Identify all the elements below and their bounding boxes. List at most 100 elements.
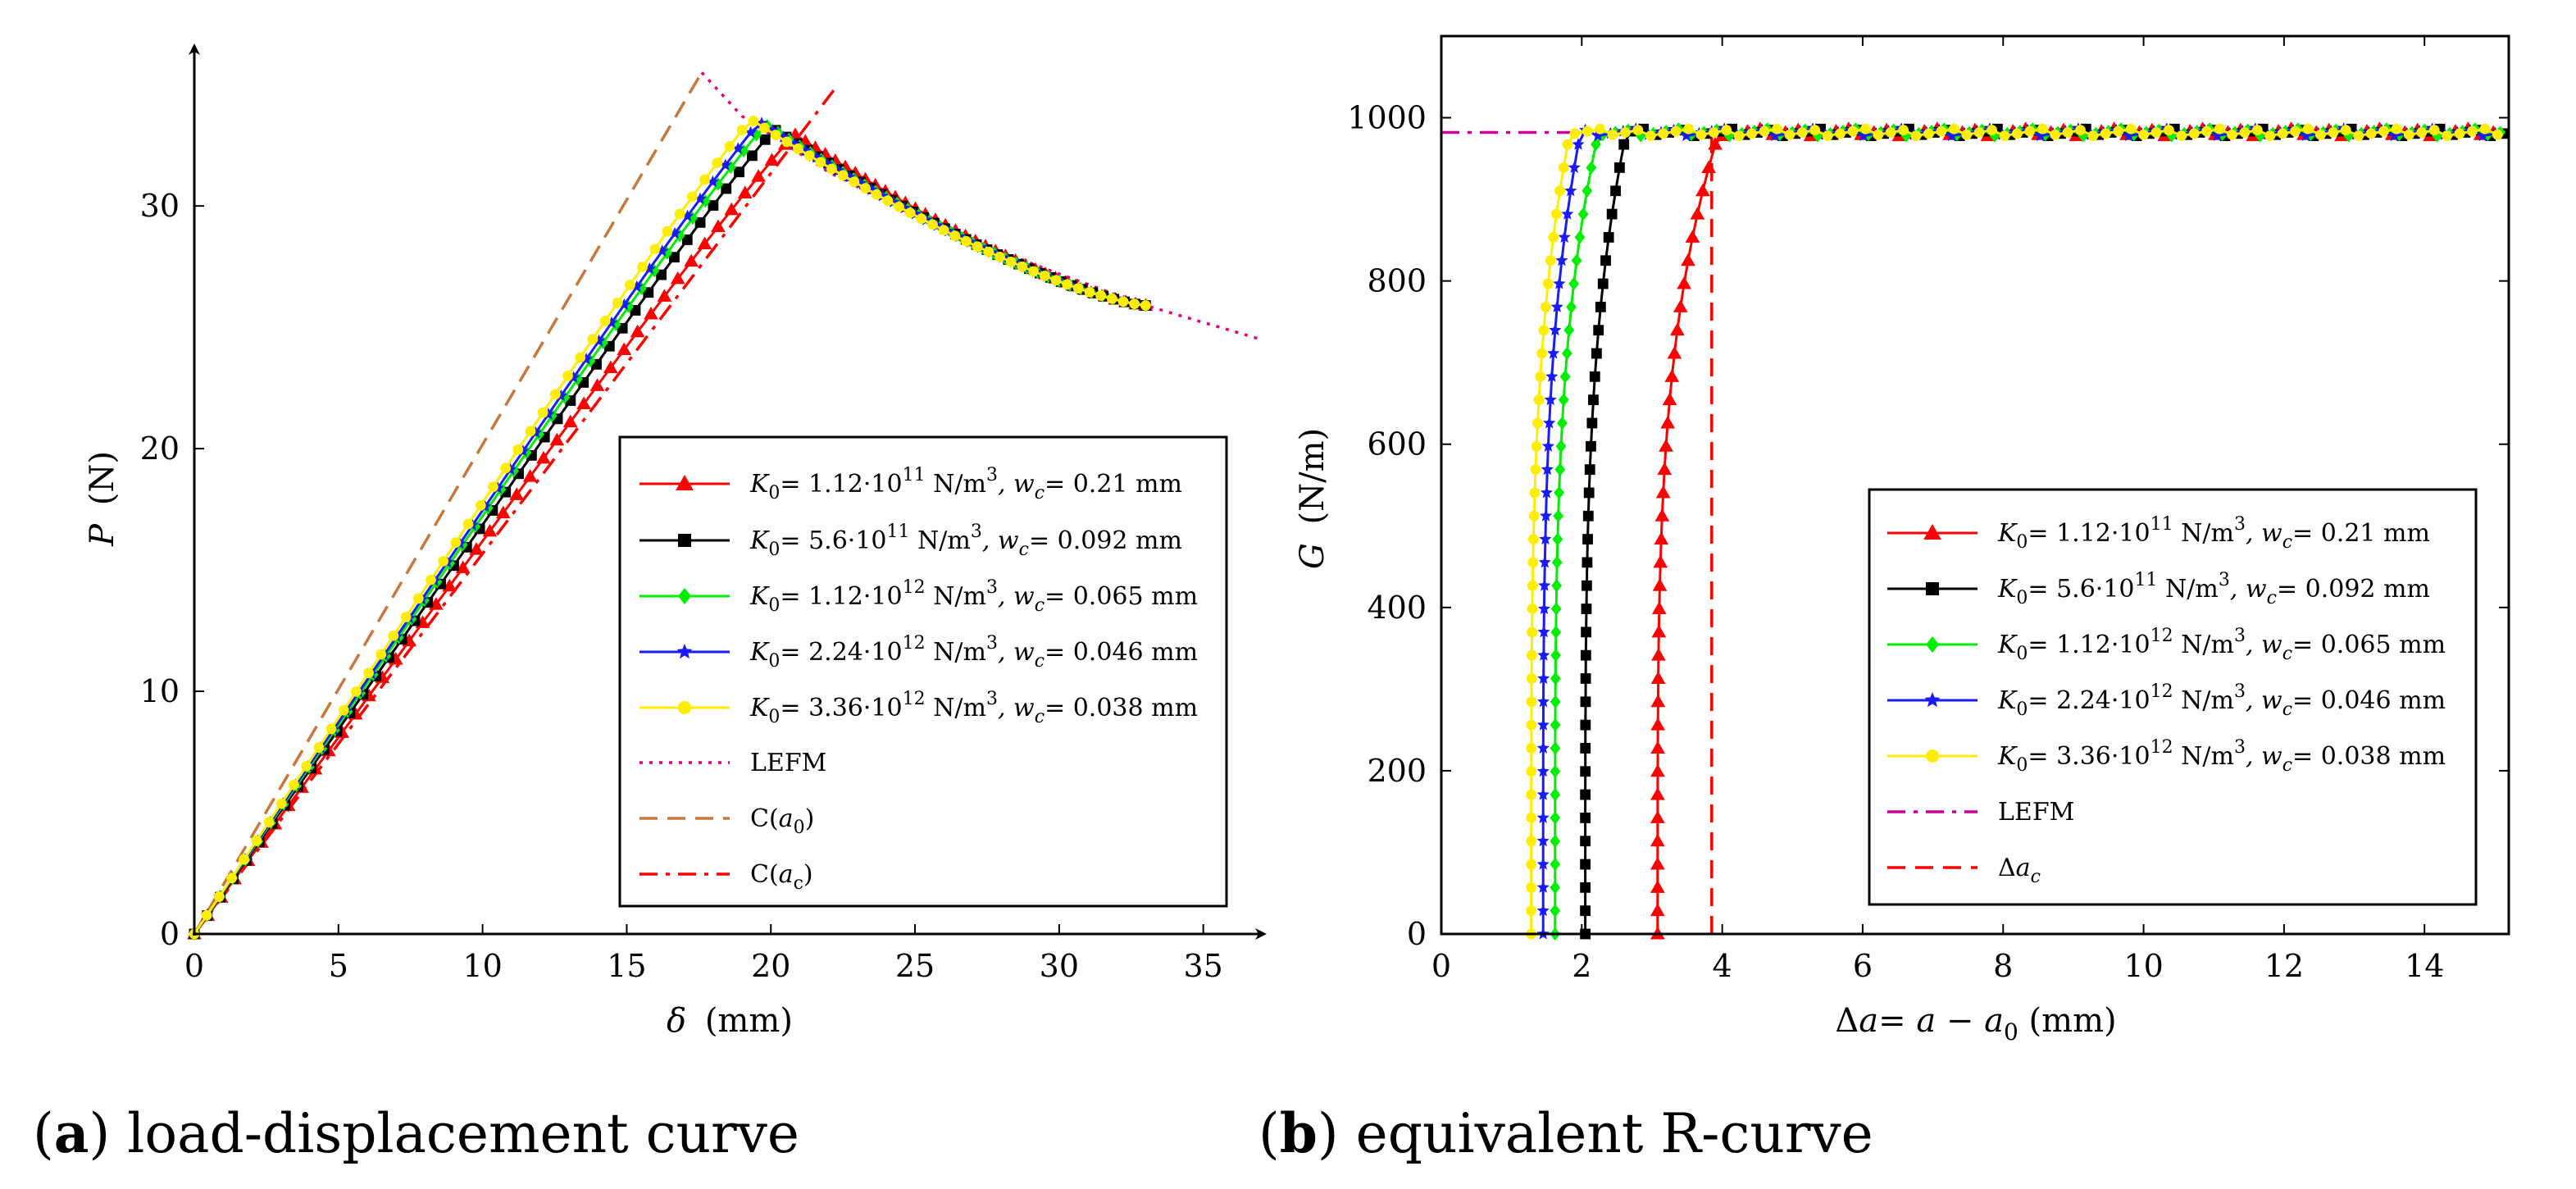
marker-s2	[1583, 487, 1595, 499]
marker-s5	[2328, 127, 2339, 138]
marker-s1	[442, 578, 457, 592]
marker-s4	[1543, 417, 1556, 429]
x-tick-label: 14	[2405, 948, 2444, 984]
marker-s4	[1540, 509, 1553, 522]
marker-s5	[2391, 123, 2402, 134]
marker-s5	[1733, 130, 1745, 142]
marker-s3	[1554, 485, 1565, 499]
marker-s4	[1768, 129, 1782, 142]
y-tick-label: 0	[1407, 916, 1427, 952]
marker-s4	[1572, 138, 1585, 150]
marker-s5	[1708, 127, 1719, 138]
marker-s5	[1910, 130, 1922, 142]
y-tick-label: 20	[140, 430, 180, 467]
legend-b-entry-1: K0= 1.12·1011 N/m3, wc= 0.21 mm	[1997, 514, 2430, 553]
marker-s5	[2164, 125, 2174, 136]
marker-s5	[686, 191, 698, 203]
marker-s2	[1610, 185, 1621, 197]
marker-s3	[1551, 555, 1563, 569]
marker-s1	[549, 432, 565, 446]
y-tick-label: 10	[140, 673, 180, 709]
marker-s4	[1537, 602, 1550, 614]
marker-s5	[500, 462, 511, 474]
marker-s4	[1536, 881, 1550, 893]
marker-s4	[731, 142, 744, 154]
marker-s1	[1650, 740, 1665, 754]
marker-s4	[1538, 555, 1551, 568]
marker-s4	[2034, 129, 2047, 142]
marker-s5	[2037, 123, 2048, 134]
marker-s5	[1987, 125, 1997, 136]
marker-s5	[1527, 580, 1538, 591]
marker-s4	[1536, 858, 1550, 870]
marker-s5	[450, 537, 462, 549]
marker-s3	[1574, 230, 1586, 244]
marker-s3	[1555, 440, 1567, 453]
y-tick-label: 400	[1367, 590, 1427, 626]
marker-s5	[724, 141, 735, 152]
marker-s5	[1129, 298, 1140, 310]
marker-s1	[670, 271, 685, 285]
ref-line-cac	[193, 89, 835, 936]
panel-b-x-axis-label: Δa= a − a0 (mm)	[1835, 1002, 2116, 1046]
marker-s3	[1550, 834, 1561, 848]
marker-s5	[2277, 128, 2288, 139]
panel-a-reference-lines	[193, 71, 1262, 936]
panel-b-legend-box	[1868, 488, 2478, 906]
marker-s4	[1561, 207, 1574, 220]
marker-s3	[1591, 138, 1601, 152]
marker-s2	[1582, 534, 1593, 544]
marker-s2	[1593, 325, 1604, 336]
marker-s5	[1533, 394, 1545, 406]
marker-s4	[1568, 161, 1581, 173]
marker-s4	[1536, 695, 1550, 708]
marker-s5	[803, 150, 815, 162]
marker-s4	[630, 280, 644, 293]
marker-s4	[680, 209, 694, 221]
marker-s4	[656, 244, 669, 257]
marker-s1	[1659, 439, 1673, 452]
marker-s1	[724, 202, 740, 216]
marker-s5	[1526, 719, 1537, 731]
marker-s1	[1652, 578, 1668, 591]
marker-s5	[916, 213, 927, 225]
marker-s5	[1526, 673, 1537, 684]
marker-s5	[1531, 440, 1542, 452]
x-tick-label: 0	[1431, 948, 1451, 984]
marker-s1	[509, 487, 525, 500]
marker-s5	[759, 122, 770, 134]
marker-s2	[1581, 580, 1592, 591]
marker-s2	[1582, 557, 1593, 568]
marker-s5	[2188, 128, 2200, 139]
marker-s5	[338, 704, 349, 716]
legend-a-entry-3: K0= 1.12·1012 N/m3, wc= 0.065 mm	[749, 577, 1198, 616]
marker-s2	[1603, 232, 1614, 243]
marker-s1	[1651, 624, 1667, 638]
legend-a-marker-s5	[678, 701, 691, 714]
marker-s3	[1550, 904, 1561, 918]
marker-s3	[1559, 370, 1571, 384]
marker-s1	[455, 560, 471, 573]
marker-s5	[1645, 130, 1656, 142]
marker-s4	[1536, 788, 1550, 800]
marker-s5	[1526, 766, 1537, 777]
marker-s1	[737, 185, 753, 198]
marker-s5	[938, 225, 949, 236]
panel-b-caption: (b) equivalent R-curve	[1258, 1101, 1873, 1165]
panel-b-ticks: 0 2 4 6 8 10 12 14 0 200 400 600 800 1000	[1347, 36, 2509, 984]
marker-s4	[1547, 347, 1560, 359]
marker-s5	[904, 207, 916, 218]
marker-s2	[708, 200, 719, 211]
panel-b-legend: K0= 1.12·1011 N/m3, wc= 0.21 mm K0= 5.6·…	[1868, 488, 2478, 906]
marker-s5	[275, 798, 287, 809]
marker-s1	[1664, 369, 1680, 382]
legend-b-marker-s2	[1926, 582, 1939, 595]
marker-s1	[1650, 903, 1665, 917]
marker-s4	[706, 175, 719, 188]
marker-s4	[1553, 277, 1566, 289]
marker-s5	[412, 593, 424, 604]
marker-s5	[826, 163, 837, 175]
marker-s2	[1580, 743, 1591, 754]
marker-s5	[1106, 293, 1117, 304]
marker-s4	[2299, 129, 2313, 142]
